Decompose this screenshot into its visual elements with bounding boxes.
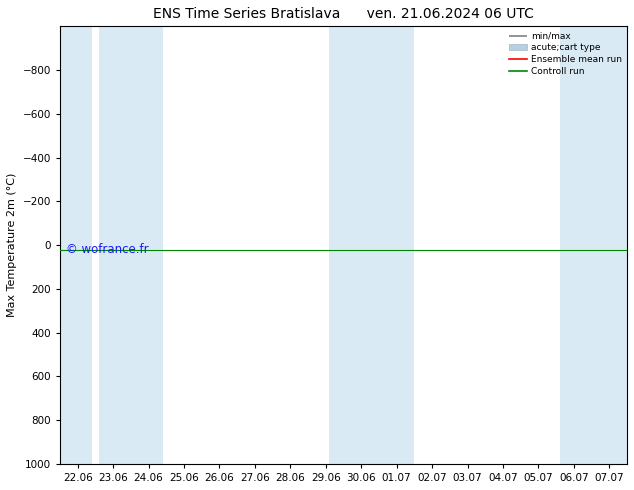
Bar [60, 26, 92, 464]
Title: ENS Time Series Bratislava      ven. 21.06.2024 06 UTC: ENS Time Series Bratislava ven. 21.06.20… [153, 7, 534, 21]
Y-axis label: Max Temperature 2m (°C): Max Temperature 2m (°C) [7, 173, 17, 318]
Bar [99, 26, 163, 464]
Legend: min/max, acute;cart type, Ensemble mean run, Controll run: min/max, acute;cart type, Ensemble mean … [505, 28, 625, 79]
Text: © wofrance.fr: © wofrance.fr [65, 243, 148, 256]
Bar [560, 26, 627, 464]
Bar [329, 26, 415, 464]
